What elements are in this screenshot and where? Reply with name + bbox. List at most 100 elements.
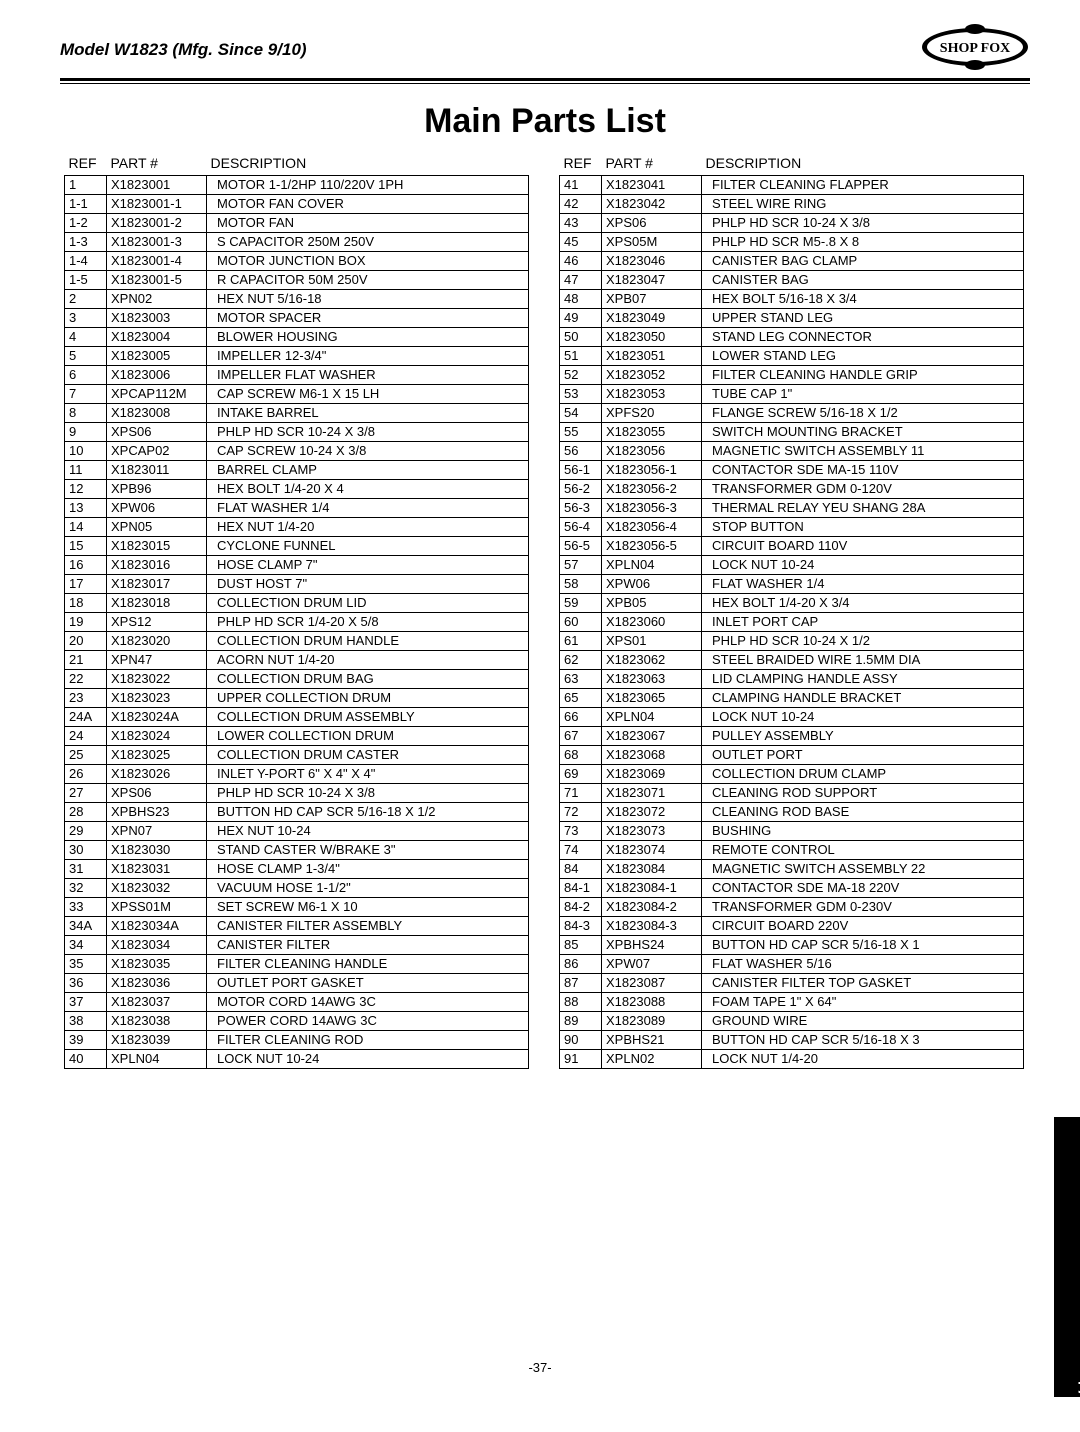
cell-part: X1823004 (107, 327, 207, 346)
cell-desc: BUTTON HD CAP SCR 5/16-18 X 3 (702, 1030, 1024, 1049)
table-row: 57XPLN04LOCK NUT 10-24 (560, 555, 1024, 574)
cell-part: X1823018 (107, 593, 207, 612)
parts-table-right: REF PART # DESCRIPTION 41X1823041FILTER … (559, 153, 1024, 1069)
table-row: 84X1823084MAGNETIC SWITCH ASSEMBLY 22 (560, 859, 1024, 878)
cell-ref: 67 (560, 726, 602, 745)
cell-part: XPS01 (602, 631, 702, 650)
col-desc: DESCRIPTION (702, 153, 1024, 176)
cell-desc: LOWER STAND LEG (702, 346, 1024, 365)
table-row: 19XPS12PHLP HD SCR 1/4-20 X 5/8 (65, 612, 529, 631)
cell-part: XPCAP02 (107, 441, 207, 460)
cell-ref: 24 (65, 726, 107, 745)
cell-ref: 20 (65, 631, 107, 650)
table-row: 33XPSS01MSET SCREW M6-1 X 10 (65, 897, 529, 916)
cell-part: X1823017 (107, 574, 207, 593)
cell-ref: 38 (65, 1011, 107, 1030)
cell-part: X1823056-2 (602, 479, 702, 498)
cell-ref: 18 (65, 593, 107, 612)
cell-ref: 33 (65, 897, 107, 916)
table-row: 1-5X1823001-5R CAPACITOR 50M 250V (65, 270, 529, 289)
cell-desc: LID CLAMPING HANDLE ASSY (702, 669, 1024, 688)
cell-desc: PULLEY ASSEMBLY (702, 726, 1024, 745)
cell-desc: STAND CASTER W/BRAKE 3" (207, 840, 529, 859)
cell-ref: 10 (65, 441, 107, 460)
cell-part: X1823006 (107, 365, 207, 384)
cell-ref: 3 (65, 308, 107, 327)
cell-ref: 62 (560, 650, 602, 669)
cell-desc: CANISTER FILTER ASSEMBLY (207, 916, 529, 935)
cell-desc: HEX BOLT 5/16-18 X 3/4 (702, 289, 1024, 308)
table-row: 30X1823030STAND CASTER W/BRAKE 3" (65, 840, 529, 859)
cell-desc: THERMAL RELAY YEU SHANG 28A (702, 498, 1024, 517)
cell-desc: VACUUM HOSE 1-1/2" (207, 878, 529, 897)
table-row: 38X1823038POWER CORD 14AWG 3C (65, 1011, 529, 1030)
table-row: 56X1823056MAGNETIC SWITCH ASSEMBLY 11 (560, 441, 1024, 460)
cell-ref: 15 (65, 536, 107, 555)
cell-ref: 85 (560, 935, 602, 954)
cell-part: X1823001-3 (107, 232, 207, 251)
cell-desc: CONTACTOR SDE MA-15 110V (702, 460, 1024, 479)
table-row: 20X1823020COLLECTION DRUM HANDLE (65, 631, 529, 650)
table-row: 61XPS01PHLP HD SCR 10-24 X 1/2 (560, 631, 1024, 650)
header-rule-thin (60, 83, 1030, 84)
cell-desc: MAGNETIC SWITCH ASSEMBLY 11 (702, 441, 1024, 460)
cell-ref: 73 (560, 821, 602, 840)
cell-ref: 53 (560, 384, 602, 403)
cell-part: XPBHS23 (107, 802, 207, 821)
cell-desc: STEEL BRAIDED WIRE 1.5MM DIA (702, 650, 1024, 669)
cell-ref: 52 (560, 365, 602, 384)
cell-desc: FILTER CLEANING HANDLE (207, 954, 529, 973)
page-title: Main Parts List (60, 102, 1030, 141)
table-row: 60X1823060INLET PORT CAP (560, 612, 1024, 631)
table-row: 68X1823068OUTLET PORT (560, 745, 1024, 764)
cell-desc: FLAT WASHER 1/4 (207, 498, 529, 517)
cell-ref: 56-2 (560, 479, 602, 498)
cell-desc: PHLP HD SCR 10-24 X 1/2 (702, 631, 1024, 650)
cell-part: X1823072 (602, 802, 702, 821)
cell-desc: BUSHING (702, 821, 1024, 840)
cell-desc: S CAPACITOR 250M 250V (207, 232, 529, 251)
cell-ref: 56-4 (560, 517, 602, 536)
cell-desc: MOTOR CORD 14AWG 3C (207, 992, 529, 1011)
cell-ref: 14 (65, 517, 107, 536)
cell-ref: 1-4 (65, 251, 107, 270)
cell-desc: HEX NUT 1/4-20 (207, 517, 529, 536)
table-row: 34AX1823034ACANISTER FILTER ASSEMBLY (65, 916, 529, 935)
table-row: 35X1823035FILTER CLEANING HANDLE (65, 954, 529, 973)
cell-ref: 59 (560, 593, 602, 612)
cell-desc: HEX NUT 5/16-18 (207, 289, 529, 308)
table-row: 84-2X1823084-2TRANSFORMER GDM 0-230V (560, 897, 1024, 916)
parts-tables: REF PART # DESCRIPTION 1X1823001MOTOR 1-… (60, 153, 1030, 1069)
cell-part: X1823056-3 (602, 498, 702, 517)
cell-ref: 46 (560, 251, 602, 270)
table-row: 65X1823065CLAMPING HANDLE BRACKET (560, 688, 1024, 707)
cell-ref: 41 (560, 175, 602, 194)
cell-part: X1823056-4 (602, 517, 702, 536)
table-row: 52X1823052FILTER CLEANING HANDLE GRIP (560, 365, 1024, 384)
table-row: 72X1823072CLEANING ROD BASE (560, 802, 1024, 821)
cell-part: X1823046 (602, 251, 702, 270)
cell-desc: FLAT WASHER 1/4 (702, 574, 1024, 593)
table-row: 5X1823005IMPELLER 12-3/4" (65, 346, 529, 365)
cell-ref: 45 (560, 232, 602, 251)
cell-desc: HOSE CLAMP 7" (207, 555, 529, 574)
cell-ref: 69 (560, 764, 602, 783)
parts-table-left: REF PART # DESCRIPTION 1X1823001MOTOR 1-… (64, 153, 529, 1069)
cell-part: X1823023 (107, 688, 207, 707)
cell-part: XPW06 (107, 498, 207, 517)
cell-desc: BUTTON HD CAP SCR 5/16-18 X 1 (702, 935, 1024, 954)
cell-part: X1823001-5 (107, 270, 207, 289)
page-header: Model W1823 (Mfg. Since 9/10) SHOP FOX (60, 30, 1030, 70)
cell-part: X1823001-1 (107, 194, 207, 213)
table-row: 34X1823034CANISTER FILTER (65, 935, 529, 954)
cell-desc: HEX NUT 10-24 (207, 821, 529, 840)
table-row: 14XPN05HEX NUT 1/4-20 (65, 517, 529, 536)
cell-part: XPBHS21 (602, 1030, 702, 1049)
table-row: 89X1823089GROUND WIRE (560, 1011, 1024, 1030)
cell-desc: CYCLONE FUNNEL (207, 536, 529, 555)
cell-part: X1823060 (602, 612, 702, 631)
cell-part: X1823005 (107, 346, 207, 365)
cell-part: X1823003 (107, 308, 207, 327)
cell-desc: TUBE CAP 1" (702, 384, 1024, 403)
table-row: 41X1823041FILTER CLEANING FLAPPER (560, 175, 1024, 194)
